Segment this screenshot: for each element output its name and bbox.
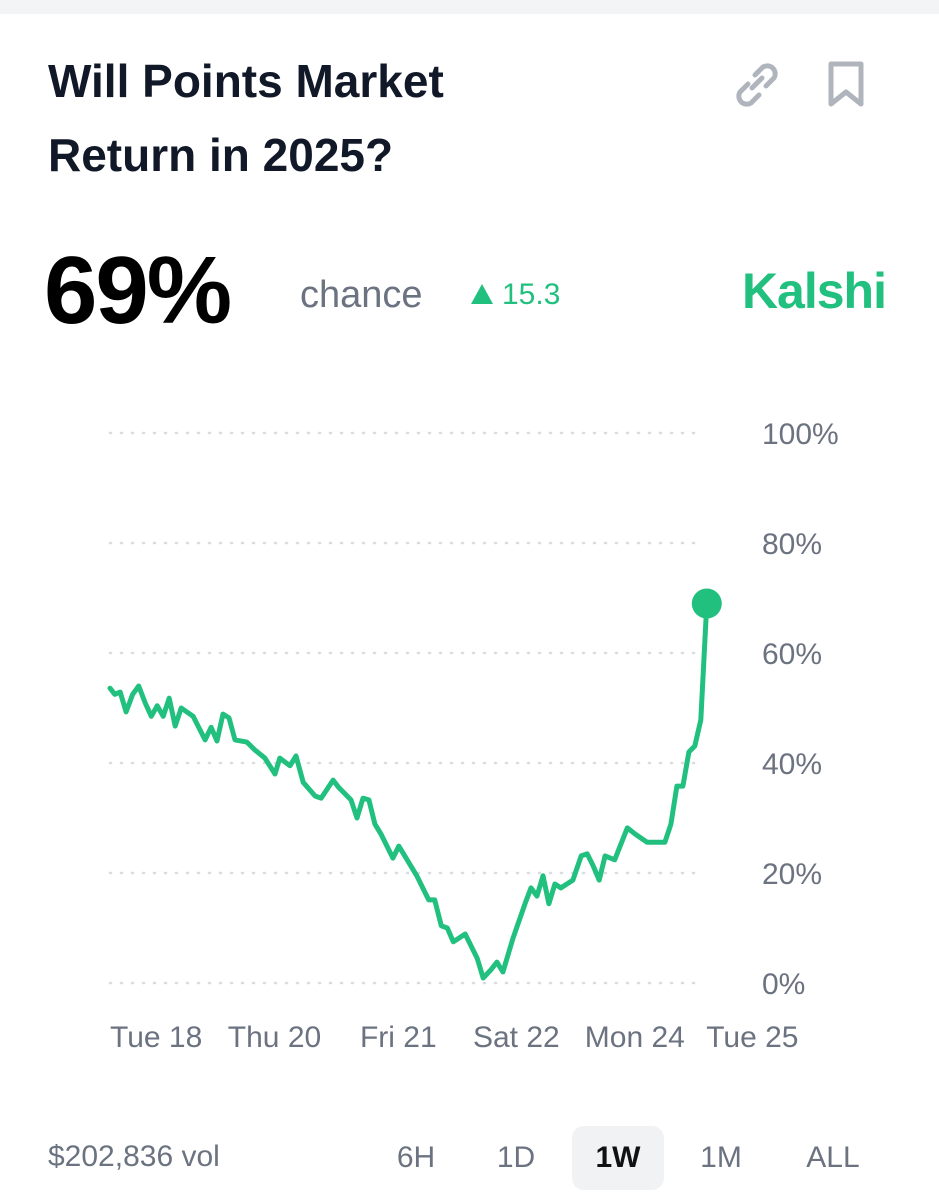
change-value: 15.3 (502, 278, 561, 311)
end-dot (691, 588, 722, 619)
x-tick-label: Mon 24 (585, 1021, 685, 1054)
range-button[interactable]: 1D (496, 1141, 536, 1174)
up-arrow (471, 284, 493, 304)
range-button[interactable]: ALL (806, 1141, 860, 1174)
x-tick-label: Fri 21 (360, 1021, 437, 1054)
y-tick-label: 40% (762, 748, 822, 781)
y-tick-label: 80% (762, 528, 822, 561)
range-button[interactable]: 6H (396, 1141, 436, 1174)
x-tick-label: Thu 20 (228, 1021, 321, 1054)
link-icon[interactable] (728, 58, 784, 110)
range-selector: 6H 1D 1W 1M ALL (366, 1126, 886, 1190)
y-tick-label: 0% (762, 968, 805, 1001)
x-tick-label: Tue 18 (110, 1021, 202, 1054)
bookmark-icon[interactable] (826, 60, 868, 110)
y-tick-label: 60% (762, 638, 822, 671)
range-button[interactable]: 1M (700, 1141, 742, 1174)
top-bar (0, 0, 939, 14)
volume: $202,836 vol (48, 1140, 220, 1173)
y-tick-label: 20% (762, 858, 822, 891)
change: 15.3 (470, 278, 560, 312)
y-tick-label: 100% (762, 418, 839, 451)
probability: 69% (44, 237, 232, 344)
brand: Kalshi (741, 263, 887, 319)
probability-caption: chance (300, 274, 423, 316)
price-line (107, 601, 710, 981)
x-tick-label: Sat 22 (473, 1021, 560, 1054)
market-title: Will Points Market Return in 2025? (48, 55, 444, 181)
x-tick-label: Tue 25 (706, 1021, 798, 1054)
chart: 0% 20% 40% 60% 80% 100% Tue 18 Thu 20 Fri 21 Sat … (107, 418, 839, 1054)
range-button[interactable]: 1W (572, 1126, 664, 1190)
